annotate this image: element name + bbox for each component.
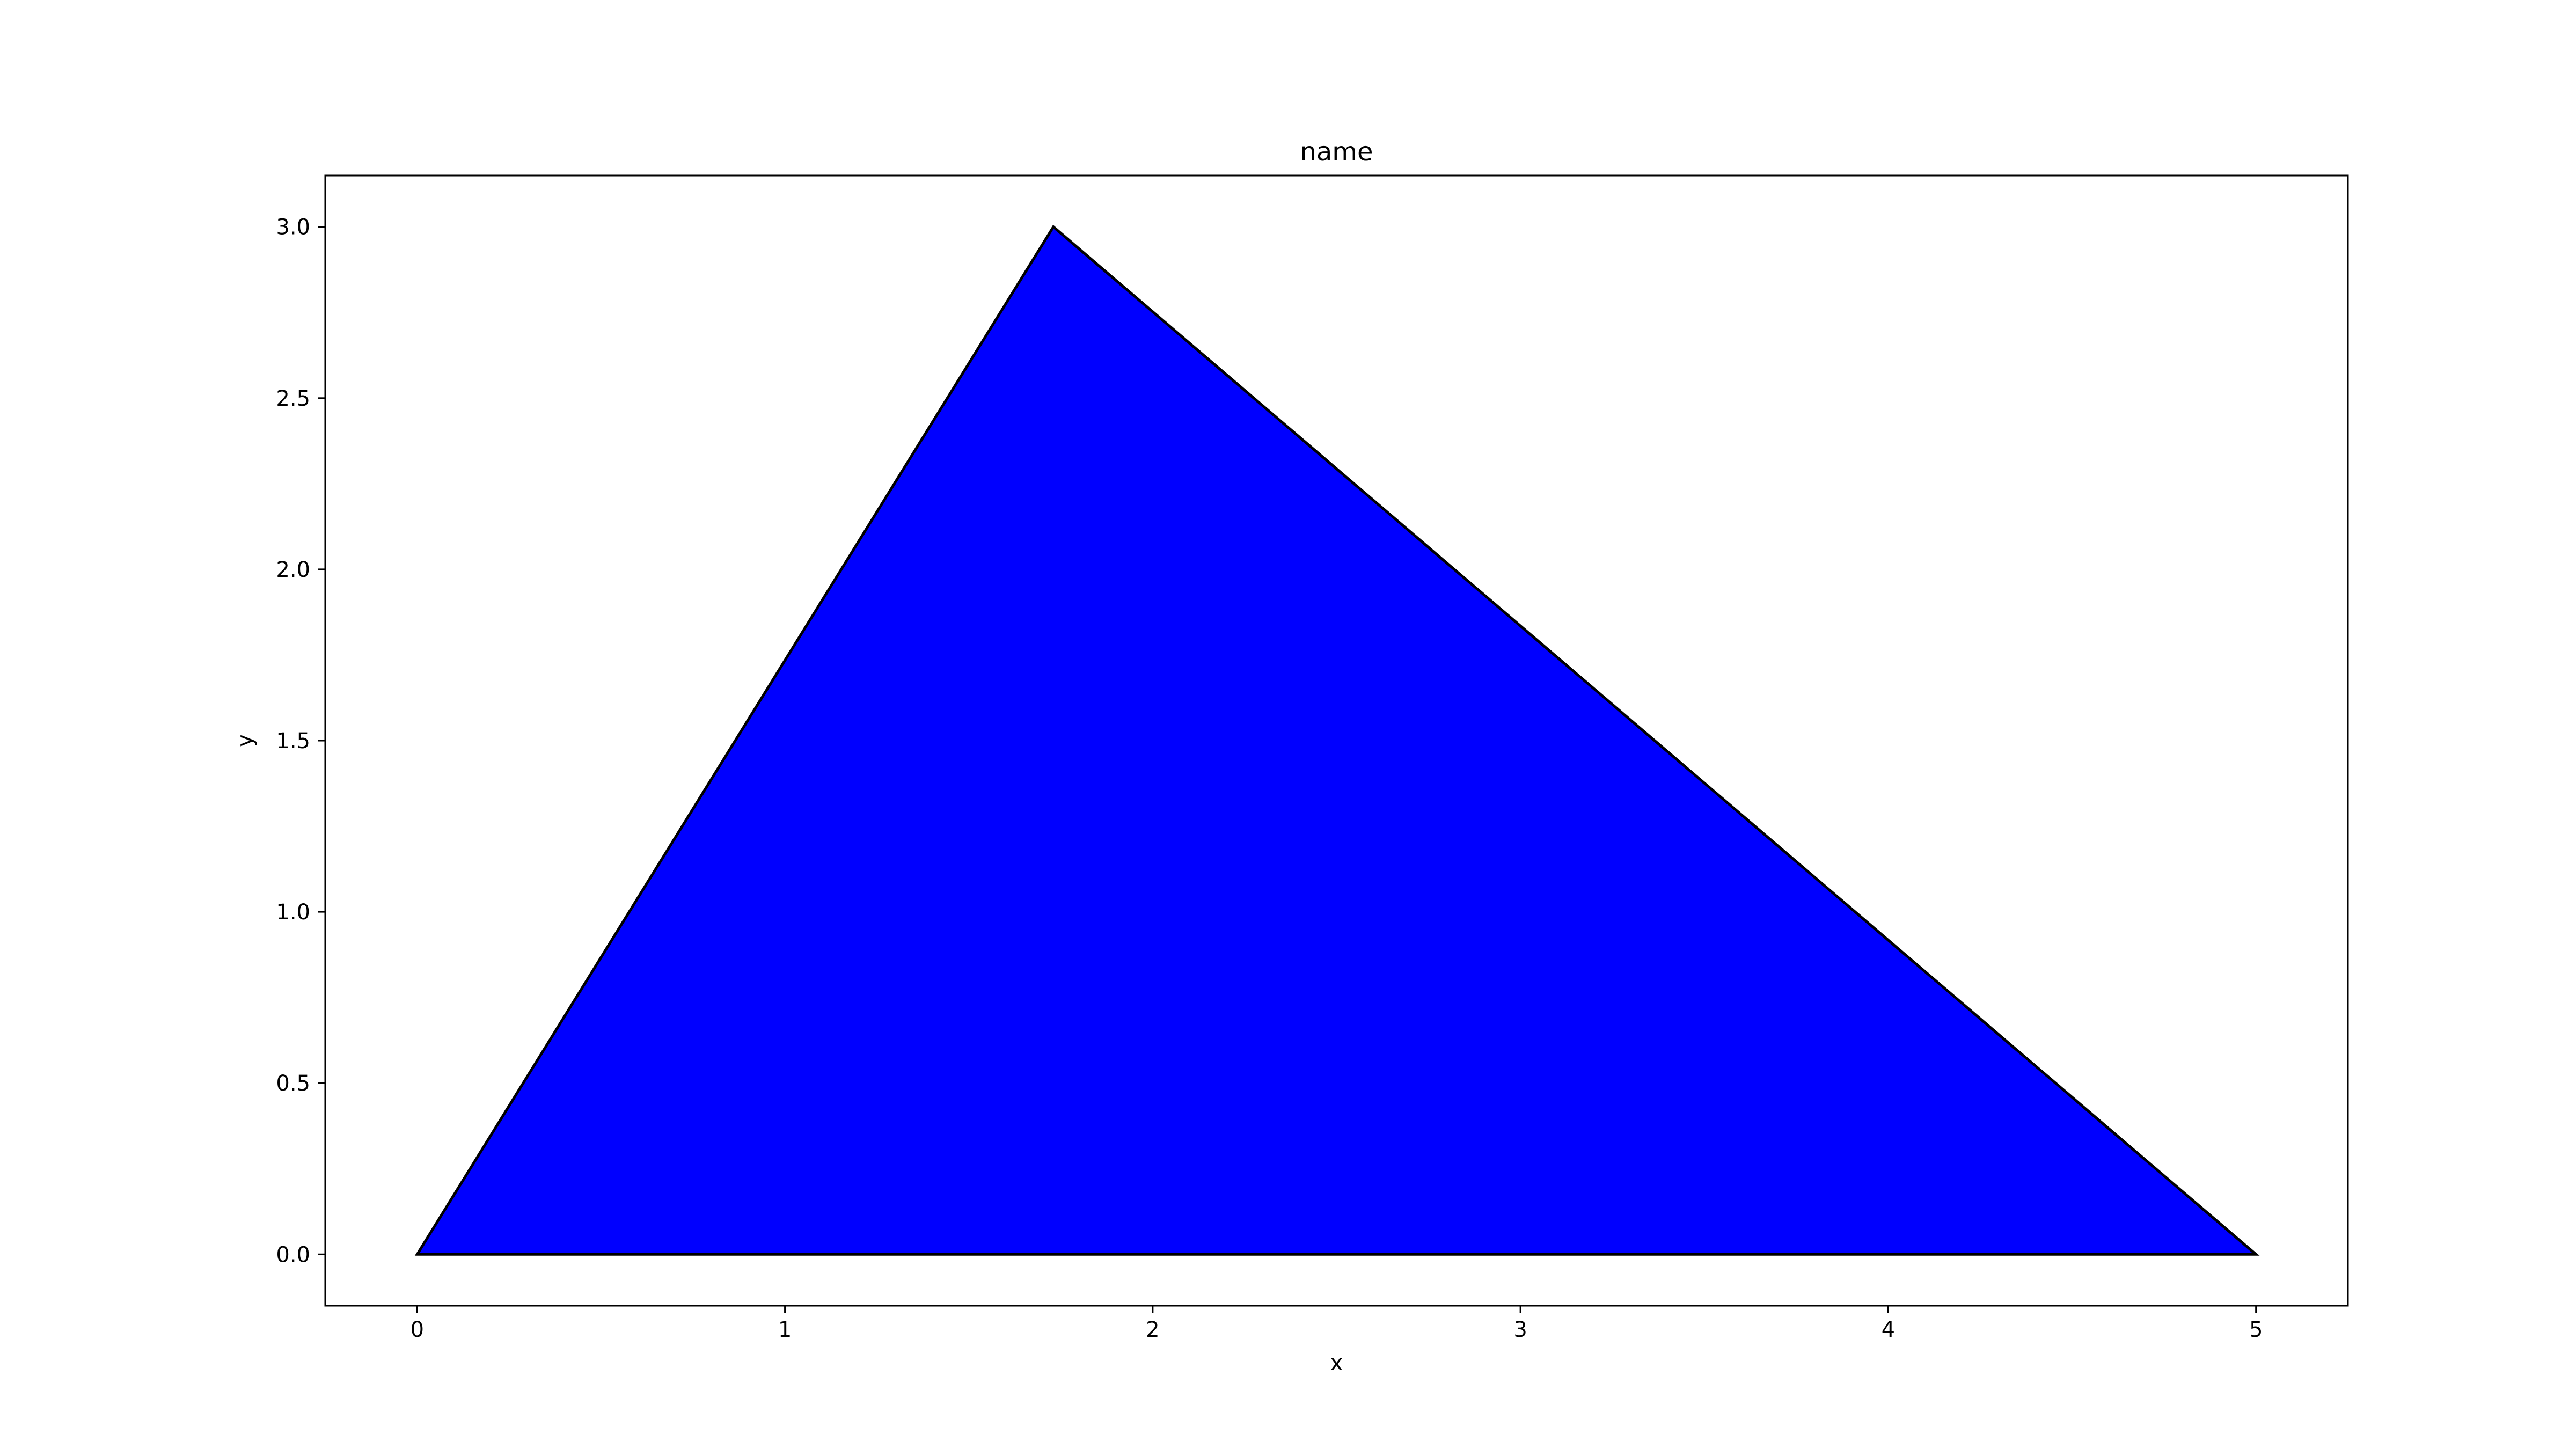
x-axis-label: x: [1330, 1351, 1343, 1375]
x-tick-label: 2: [1146, 1318, 1159, 1342]
x-tick-label: 0: [411, 1318, 424, 1342]
chart-title: name: [1300, 137, 1373, 167]
x-axis-ticks: 0 1 2 3 4 5: [411, 1306, 2263, 1342]
series-0-polygon: [414, 224, 2260, 1256]
y-tick-label: 3.0: [276, 215, 310, 240]
y-tick-label: 2.5: [276, 386, 310, 411]
x-tick-label: 1: [778, 1318, 792, 1342]
y-tick-label: 1.0: [276, 900, 310, 925]
y-tick-label: 2.0: [276, 558, 310, 582]
y-axis-ticks: 0.0 0.5 1.0 1.5 2.0 2.5 3.0: [276, 215, 325, 1267]
x-tick-label: 5: [2249, 1318, 2263, 1342]
y-tick-label: 1.5: [276, 729, 310, 753]
x-tick-label: 3: [1513, 1318, 1527, 1342]
y-tick-label: 0.0: [276, 1242, 310, 1267]
x-tick-label: 4: [1882, 1318, 1895, 1342]
plot-area: [414, 224, 2260, 1256]
y-tick-label: 0.5: [276, 1071, 310, 1096]
y-axis-label: y: [233, 734, 258, 747]
